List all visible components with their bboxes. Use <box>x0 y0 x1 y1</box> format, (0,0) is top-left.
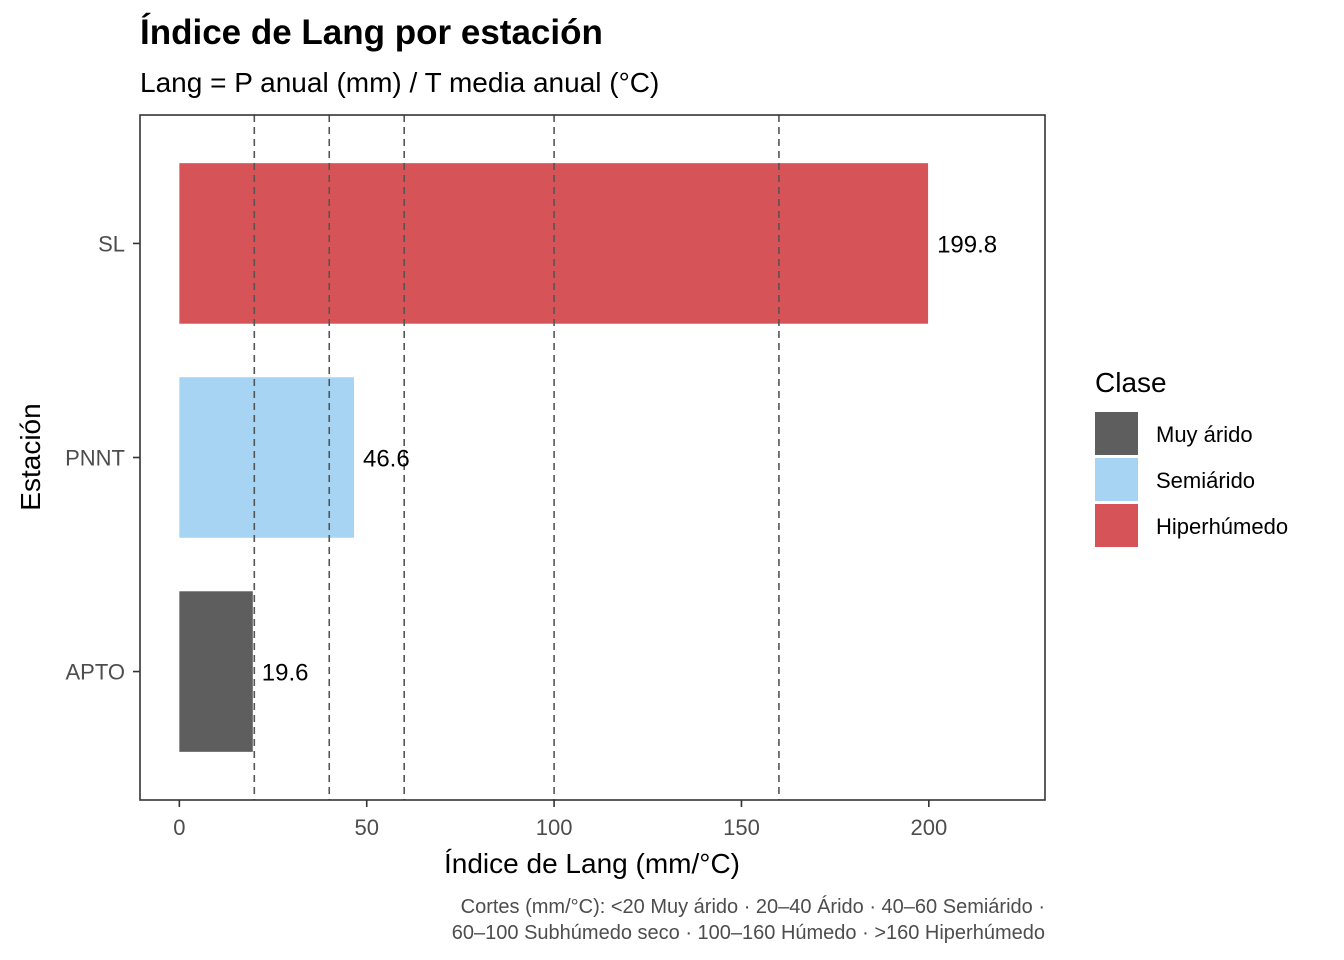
x-tick-label-150: 150 <box>723 815 760 840</box>
value-label-sl: 199.8 <box>937 231 997 258</box>
x-tick-label-0: 0 <box>173 815 185 840</box>
caption-line-2: 60–100 Subhúmedo seco · 100–160 Húmedo ·… <box>452 922 1045 944</box>
legend-label-2: Hiperhúmedo <box>1156 514 1288 539</box>
legend-label-1: Semiárido <box>1156 468 1255 493</box>
chart-subtitle: Lang = P anual (mm) / T media anual (°C) <box>140 67 659 98</box>
y-tick-label-sl: SL <box>98 231 125 256</box>
legend-label-0: Muy árido <box>1156 422 1253 447</box>
y-tick-label-pnnt: PNNT <box>65 446 125 471</box>
x-tick-label-100: 100 <box>536 815 573 840</box>
bar-apto <box>179 591 253 752</box>
chart-title: Índice de Lang por estación <box>140 12 603 52</box>
y-axis-title: Estación <box>15 403 46 510</box>
legend-title: Clase <box>1095 367 1167 398</box>
x-tick-label-50: 50 <box>354 815 378 840</box>
plot-area: 19.6 46.6 199.8 0 50 100 150 200 APTO PNNT SL <box>65 114 1046 840</box>
y-tick-label-apto: APTO <box>65 660 125 685</box>
caption-line-1: Cortes (mm/°C): <20 Muy árido · 20–40 Ár… <box>461 895 1045 918</box>
bar-pnnt <box>179 377 354 538</box>
legend-swatch-1 <box>1095 458 1138 501</box>
legend: Clase Muy árido Semiárido Hiperhúmedo <box>1095 367 1288 547</box>
value-label-apto: 19.6 <box>262 660 309 687</box>
legend-swatch-0 <box>1095 412 1138 455</box>
x-tick-label-200: 200 <box>910 815 947 840</box>
legend-swatch-2 <box>1095 504 1138 547</box>
value-label-pnnt: 46.6 <box>363 446 410 473</box>
x-axis-title: Índice de Lang (mm/°C) <box>444 848 740 879</box>
